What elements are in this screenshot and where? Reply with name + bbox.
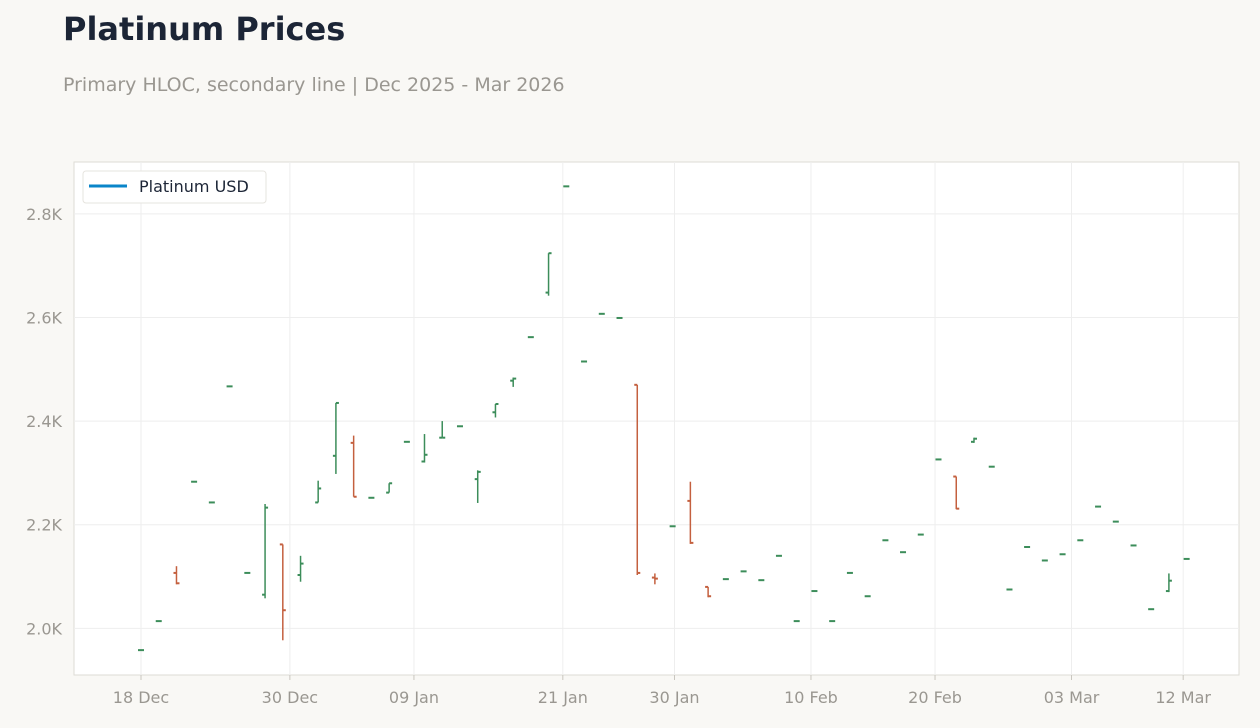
- hloc-bar-up: [421, 434, 428, 463]
- hloc-bar-down: [651, 573, 658, 585]
- y-tick-label: 2.0K: [26, 619, 62, 638]
- x-tick-label: 12 Mar: [1155, 688, 1211, 707]
- x-tick-label: 03 Mar: [1044, 688, 1100, 707]
- y-axis: 2.0K 2.2K 2.4K 2.6K 2.8K: [26, 205, 62, 639]
- hloc-bar-down: [634, 383, 641, 575]
- y-tick-label: 2.8K: [26, 205, 62, 224]
- grid-lines: [74, 162, 1239, 675]
- hloc-bar-up: [492, 402, 499, 418]
- hloc-bar-down: [953, 475, 960, 510]
- hloc-series: [137, 185, 1190, 652]
- x-tick-label: 10 Feb: [784, 688, 838, 707]
- hloc-bar-up: [439, 421, 446, 439]
- hloc-bar-down: [173, 566, 180, 585]
- chart-title: Platinum Prices: [63, 10, 346, 48]
- hloc-bar-down: [279, 543, 286, 641]
- y-tick-label: 2.6K: [26, 308, 62, 327]
- hloc-bar-up: [262, 504, 269, 599]
- hloc-bar-up: [386, 482, 393, 494]
- hloc-bar-up: [970, 437, 977, 443]
- x-tick-label: 30 Dec: [262, 688, 318, 707]
- y-tick-label: 2.4K: [26, 412, 62, 431]
- y-tick-label: 2.2K: [26, 516, 62, 535]
- legend-box: [82, 170, 267, 204]
- hloc-bar-up: [1165, 573, 1172, 593]
- legend-label: Platinum USD: [139, 177, 249, 196]
- x-tick-label: 18 Dec: [113, 688, 169, 707]
- hloc-bar-down: [350, 435, 357, 498]
- chart-subtitle: Primary HLOC, secondary line | Dec 2025 …: [63, 74, 565, 96]
- hloc-bar-down: [705, 585, 712, 598]
- hloc-bar-up: [510, 377, 517, 387]
- hloc-bar-up: [315, 480, 322, 504]
- x-tick-label: 21 Jan: [538, 688, 588, 707]
- hloc-bar-up: [474, 470, 481, 503]
- x-axis: 18 Dec 30 Dec 09 Jan 21 Jan 30 Jan 10 Feb 20 F…: [113, 675, 1211, 707]
- x-tick-label: 30 Jan: [649, 688, 699, 707]
- hloc-bar-up: [332, 401, 339, 474]
- hloc-bar-down: [687, 481, 694, 544]
- x-tick-label: 20 Feb: [908, 688, 962, 707]
- hloc-bar-up: [297, 555, 304, 582]
- hloc-bar-up: [545, 252, 552, 296]
- plot-area: [73, 161, 1240, 676]
- legend[interactable]: Platinum USD: [82, 170, 267, 204]
- x-tick-label: 09 Jan: [389, 688, 439, 707]
